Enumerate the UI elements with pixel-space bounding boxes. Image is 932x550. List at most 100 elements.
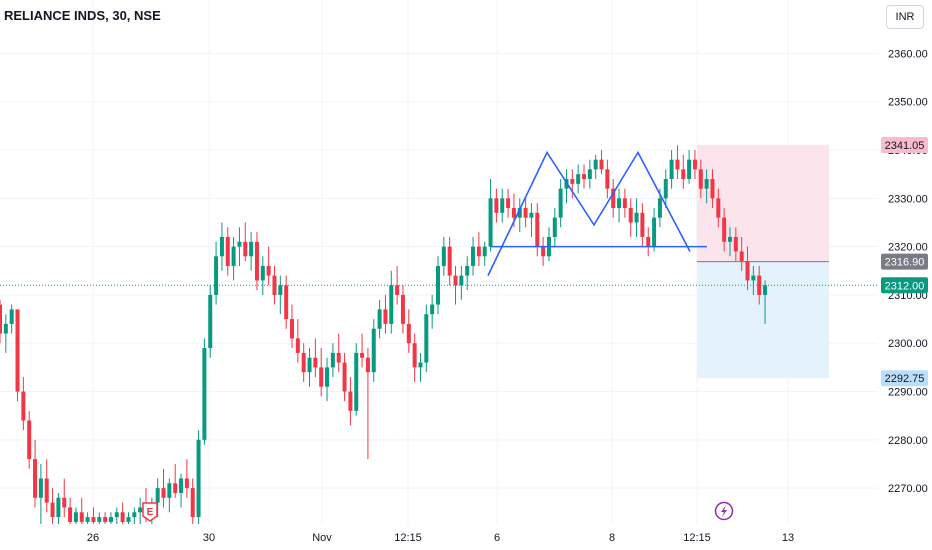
x-tick-label: 12:15	[683, 532, 711, 544]
candle	[704, 169, 709, 204]
candle	[716, 188, 721, 228]
candle	[430, 294, 435, 329]
candle	[167, 478, 172, 513]
candle	[44, 459, 49, 513]
candle	[38, 463, 43, 524]
candle	[132, 507, 137, 524]
pattern-zigzag	[487, 150, 691, 276]
candle	[319, 348, 324, 397]
double-top-pattern	[487, 150, 707, 276]
candle	[471, 236, 476, 276]
candle	[745, 246, 750, 291]
candle	[371, 319, 376, 382]
candle	[138, 497, 143, 524]
candle	[266, 246, 271, 286]
y-tick-label: 2280.00	[888, 435, 928, 447]
candle	[552, 207, 557, 247]
candle	[208, 285, 213, 358]
candle	[733, 227, 738, 262]
candle	[365, 348, 370, 460]
candle	[237, 227, 242, 266]
candle	[27, 410, 32, 469]
candle	[0, 299, 2, 344]
candle	[161, 468, 166, 508]
candle	[214, 241, 219, 305]
candle	[21, 377, 26, 431]
candle	[698, 159, 703, 199]
candle	[692, 150, 697, 180]
y-tick-label: 2270.00	[888, 483, 928, 495]
candle	[301, 343, 306, 382]
candle	[500, 188, 505, 223]
candle	[640, 203, 645, 247]
candle	[675, 145, 680, 180]
candle	[225, 227, 230, 276]
candle	[646, 227, 651, 257]
currency-button[interactable]: INR	[886, 5, 924, 29]
candle	[418, 352, 423, 382]
candle	[722, 207, 727, 252]
candle	[634, 198, 639, 237]
candle	[593, 154, 598, 180]
candle	[85, 512, 90, 524]
svg-text:2292.75: 2292.75	[885, 373, 925, 385]
candle	[622, 188, 627, 218]
svg-text:2316.90: 2316.90	[885, 257, 925, 269]
event-markers[interactable]: E	[142, 501, 734, 522]
take-profit-zone	[697, 261, 829, 379]
x-tick-label: 8	[609, 532, 615, 544]
price-axis[interactable]: 2270.002280.002290.002300.002310.002320.…	[888, 48, 928, 495]
candle	[179, 473, 184, 508]
candle	[570, 169, 575, 199]
candle	[313, 338, 318, 378]
candle	[763, 280, 768, 324]
candle	[558, 179, 563, 228]
earnings-icon: E	[147, 507, 154, 518]
candle	[447, 236, 452, 286]
candle	[599, 150, 604, 175]
candle	[3, 314, 8, 353]
y-tick-label: 2330.00	[888, 193, 928, 205]
candle	[383, 294, 388, 334]
candle	[91, 507, 96, 524]
candle	[73, 507, 78, 524]
candle	[325, 357, 330, 402]
candle	[482, 241, 487, 266]
earnings-marker[interactable]: E	[142, 502, 158, 522]
candle	[249, 232, 254, 271]
candle	[260, 256, 265, 295]
candle	[587, 159, 592, 189]
y-tick-label: 2320.00	[888, 242, 928, 254]
time-axis[interactable]: 26 30 Nov 12:15 6 8 12:15 13	[87, 532, 794, 544]
candle	[50, 488, 55, 524]
dividend-marker[interactable]	[714, 501, 734, 521]
position-zones	[697, 144, 829, 379]
x-tick-label: 30	[203, 532, 215, 544]
y-tick-label: 2300.00	[888, 338, 928, 350]
candle	[56, 492, 61, 524]
candle	[196, 430, 201, 524]
candle	[465, 256, 470, 291]
candle	[582, 164, 586, 189]
candle	[453, 265, 458, 305]
candle	[307, 348, 312, 387]
x-tick-label: 26	[87, 532, 99, 544]
candle	[97, 512, 102, 524]
candle	[517, 198, 522, 233]
candle	[406, 309, 411, 353]
candle	[114, 507, 119, 524]
symbol-title: RELIANCE INDS, 30, NSE	[4, 8, 161, 23]
candle	[441, 236, 446, 276]
candle	[184, 459, 189, 498]
y-tick-label: 2290.00	[888, 387, 928, 399]
candle	[424, 304, 429, 373]
candle	[68, 497, 73, 524]
candle	[79, 497, 84, 524]
candle	[751, 265, 756, 295]
candle	[377, 299, 382, 339]
x-tick-label: 6	[494, 532, 500, 544]
candle	[652, 207, 657, 252]
candle	[272, 265, 277, 305]
candle	[687, 150, 692, 184]
